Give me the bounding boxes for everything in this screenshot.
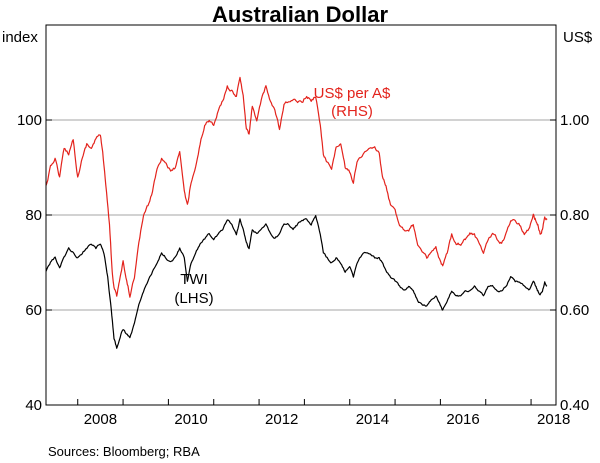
left-tick-label: 40 <box>25 397 42 414</box>
chart-title: Australian Dollar <box>212 2 388 27</box>
left-tick-label: 100 <box>17 112 42 129</box>
x-tick-label: 2018 <box>537 411 570 428</box>
x-tick-label: 2008 <box>84 411 117 428</box>
source-note: Sources: Bloomberg; RBA <box>48 444 200 459</box>
right-tick-label: 0.40 <box>560 397 589 414</box>
left-tick-label: 80 <box>25 207 42 224</box>
usd-series-label: US$ per A$ <box>314 85 391 102</box>
series-annotations: US$ per A$ (RHS) TWI (LHS) <box>174 85 391 307</box>
x-tick-label: 2016 <box>446 411 479 428</box>
left-tick-label: 60 <box>25 302 42 319</box>
twi-series-sublabel: (LHS) <box>174 290 213 307</box>
gridlines <box>46 119 556 311</box>
x-tick-label: 2012 <box>265 411 298 428</box>
right-axis-unit: US$ <box>563 29 593 46</box>
left-axis-unit: index <box>2 29 38 46</box>
x-tick-label: 2014 <box>356 411 389 428</box>
twi-line <box>45 215 548 349</box>
x-axis-ticks: 2008 2010 2012 2014 2016 2018 <box>77 399 570 428</box>
right-tick-label: 1.00 <box>560 112 589 129</box>
usd-series-sublabel: (RHS) <box>331 103 373 120</box>
y-axis-ticks: 40 0.40 60 0.60 80 0.80 100 1.00 <box>17 112 589 414</box>
series-lines <box>45 76 548 349</box>
twi-series-label: TWI <box>180 271 208 288</box>
x-tick-label: 2010 <box>174 411 207 428</box>
right-tick-label: 0.60 <box>560 302 589 319</box>
usd-per-aud-line <box>45 76 548 298</box>
right-tick-label: 0.80 <box>560 207 589 224</box>
